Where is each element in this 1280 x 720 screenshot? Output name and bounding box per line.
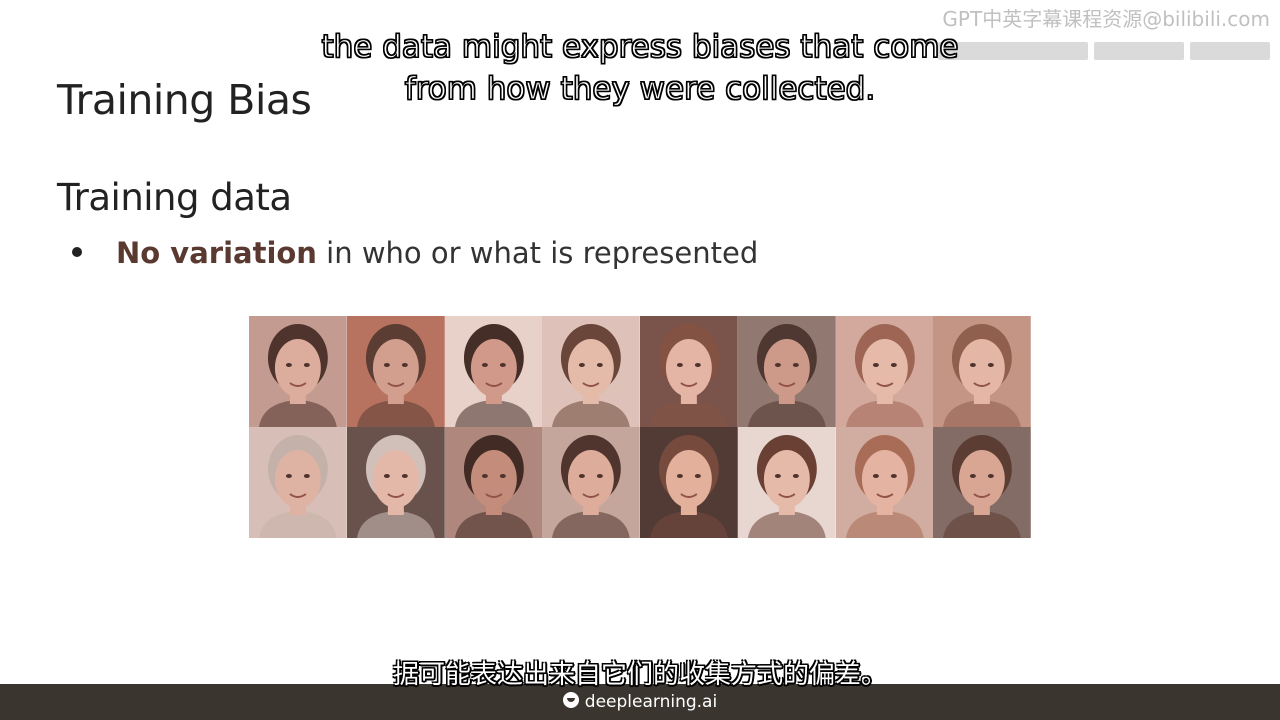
bullet-text: in who or what is represented xyxy=(316,236,759,270)
face-photo-grid xyxy=(249,316,1031,538)
bullet-dot-icon xyxy=(72,247,82,257)
face-photo xyxy=(933,427,1031,538)
watermark-blurred-line xyxy=(906,34,1270,60)
face-photo xyxy=(835,316,934,427)
face-photo xyxy=(249,427,347,538)
subtitle-english: the data might express biases that come … xyxy=(321,28,959,107)
face-photo xyxy=(542,316,640,427)
face-photo xyxy=(444,316,543,427)
bullet-emphasis: No variation xyxy=(116,236,317,270)
brand-name: deeplearning.ai xyxy=(584,692,718,712)
watermark-text: GPT中英字幕课程资源@bilibili.com xyxy=(942,7,1270,31)
deeplearning-logo-icon xyxy=(562,692,579,708)
bullet-item: No variation in who or what is represent… xyxy=(72,236,758,270)
slide-title: Training Bias xyxy=(57,76,312,124)
face-photo xyxy=(346,316,445,427)
face-photo xyxy=(737,427,836,538)
face-photo xyxy=(640,427,738,538)
face-photo xyxy=(346,427,445,538)
face-photo xyxy=(542,427,640,538)
face-photo xyxy=(737,316,836,427)
face-photo xyxy=(835,427,934,538)
watermark: GPT中英字幕课程资源@bilibili.com xyxy=(906,4,1270,68)
face-photo xyxy=(444,427,543,538)
face-photo xyxy=(640,316,738,427)
face-photo xyxy=(933,316,1031,427)
brand-logo: deeplearning.ai xyxy=(0,689,1280,715)
face-photo xyxy=(249,316,347,427)
section-heading: Training data xyxy=(57,176,292,219)
subtitle-chinese: 据可能表达出来自它们的收集方式的偏差。 xyxy=(392,660,887,690)
bottom-bar xyxy=(0,684,1280,720)
